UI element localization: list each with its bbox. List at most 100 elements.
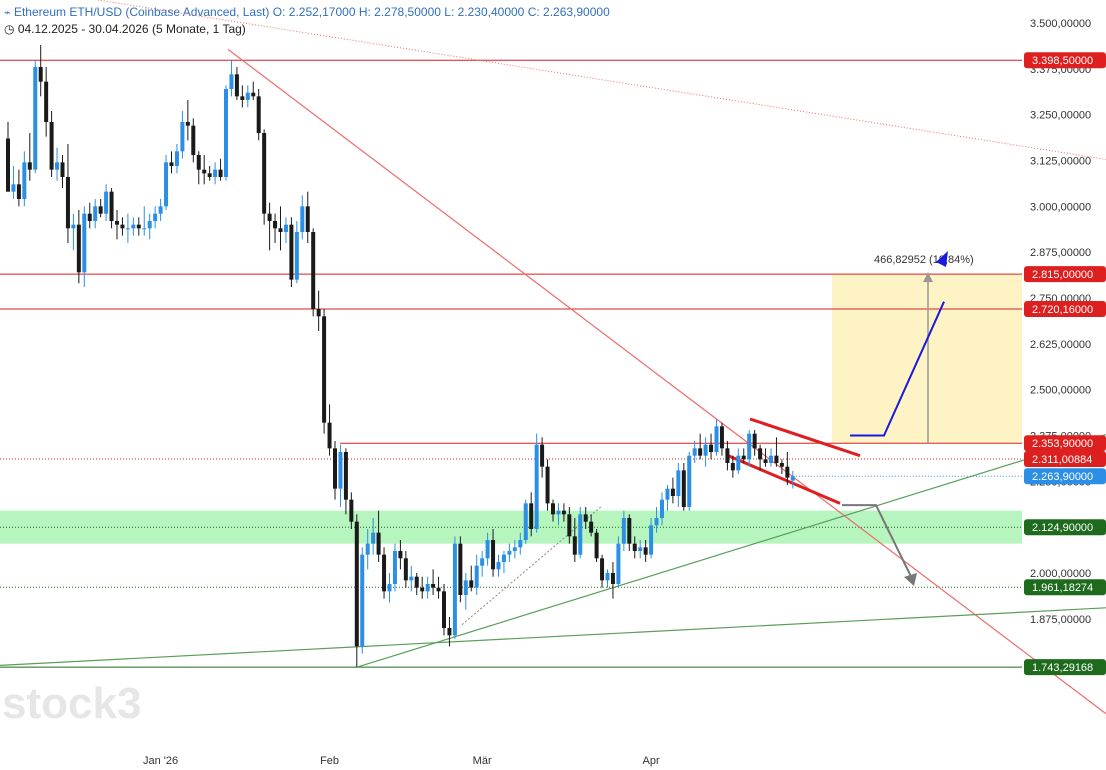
candle-body [747, 433, 752, 460]
candle [115, 210, 119, 240]
candle-body [16, 184, 21, 199]
candle [360, 547, 365, 654]
candle-body [398, 551, 403, 559]
candle-body [719, 426, 724, 449]
x-tick-label: Feb [320, 755, 339, 767]
candle [76, 210, 81, 284]
candle-body [572, 536, 577, 555]
candle [11, 166, 16, 199]
uptrend-line [357, 433, 1106, 668]
candle [545, 459, 550, 511]
candle [698, 433, 703, 460]
high-value: H: 2.278,50000 [358, 5, 441, 19]
candle-body [458, 543, 463, 595]
candle [600, 554, 605, 588]
candle-body [567, 514, 572, 537]
candle-body [610, 573, 615, 584]
candle-body [153, 213, 158, 221]
candle-body [665, 488, 670, 500]
candle-body [480, 558, 485, 566]
close-value: C: 2.263,90000 [527, 5, 610, 19]
candle [131, 217, 136, 236]
candle-body [600, 558, 605, 581]
candle-body [207, 173, 212, 177]
candle [191, 118, 196, 163]
candle-body [273, 221, 278, 229]
candle [174, 144, 179, 174]
candle [583, 507, 588, 529]
candle [474, 554, 479, 595]
candle [234, 67, 239, 100]
candle-body [120, 224, 125, 229]
candle-body [698, 448, 703, 456]
y-tick-label: 3.125,00000 [1030, 156, 1091, 168]
candle-body [109, 191, 114, 221]
candle-body [561, 510, 566, 515]
price-level-tag-label: 1.961,18274 [1032, 582, 1093, 594]
candle [22, 151, 27, 207]
candle [120, 217, 125, 236]
candle [125, 213, 130, 243]
candle-body [93, 206, 98, 221]
candle-body [245, 92, 250, 100]
candle-body [463, 580, 468, 595]
candle-body [790, 476, 795, 481]
candle [322, 309, 327, 434]
price-level-tag-label: 2.263,90000 [1032, 471, 1093, 483]
candle [38, 45, 43, 97]
candle [196, 151, 201, 185]
candle-body [420, 587, 425, 592]
candle-body [703, 444, 708, 456]
flag-lower-line [727, 454, 841, 505]
price-level-tag-bg [1024, 300, 1106, 317]
candle-body [240, 96, 245, 100]
candle-body [447, 628, 452, 636]
candle [594, 529, 599, 562]
candle [567, 507, 572, 544]
candle [714, 419, 719, 456]
candle-body [512, 547, 517, 551]
candle-body [33, 67, 38, 170]
candle [741, 448, 746, 463]
candle [207, 166, 212, 181]
candle-body [311, 232, 316, 309]
candle-body [6, 138, 10, 192]
downtrend-line [227, 48, 1106, 715]
price-level-tag: 2.353,90000 [1024, 435, 1106, 452]
candle-body [174, 151, 179, 166]
candle [164, 155, 169, 210]
candle-body [218, 169, 223, 177]
candle [442, 584, 446, 636]
candle [71, 213, 76, 251]
target-zone [832, 274, 1022, 444]
candle [387, 573, 392, 603]
candle-body [594, 532, 599, 559]
candle-body [196, 155, 201, 170]
candle [436, 576, 441, 599]
candle [333, 441, 337, 500]
candle-body [409, 576, 414, 581]
candle-body [376, 532, 381, 555]
candle-body [365, 543, 370, 555]
candle [153, 206, 158, 229]
candle-body [256, 96, 261, 133]
candle [49, 111, 54, 177]
candle [747, 430, 752, 467]
candle [703, 437, 708, 467]
candle-body [333, 448, 337, 489]
candle-body [327, 422, 332, 449]
candle [327, 404, 332, 456]
chart-header-line2: ◷ 04.12.2025 - 30.04.2026 (5 Monate, 1 T… [4, 22, 246, 36]
candle-body [692, 448, 697, 456]
price-level-tag: 2.124,90000 [1024, 519, 1106, 536]
candle-body [98, 206, 103, 214]
candle-body [442, 591, 446, 628]
candle-body [741, 455, 746, 460]
candle [774, 437, 779, 467]
candle [670, 477, 675, 504]
candle-body [147, 221, 152, 229]
symbol-label[interactable]: Ethereum ETH/USD (Coinbase Advanced, Las… [13, 5, 270, 19]
candle [82, 206, 87, 287]
candle [409, 565, 414, 592]
